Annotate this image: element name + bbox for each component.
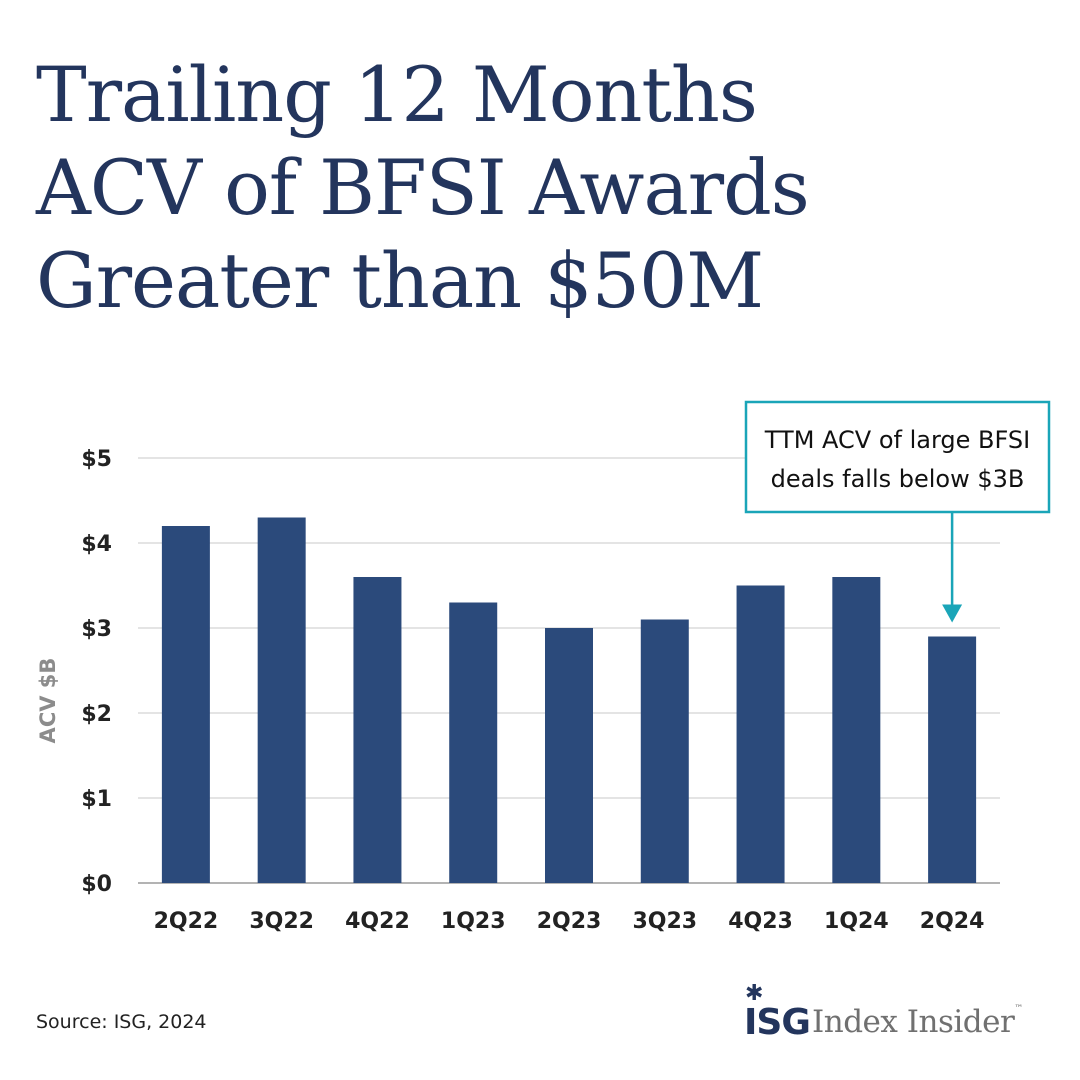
y-axis-title: ACV $B (36, 658, 60, 744)
bar-2q23 (545, 628, 593, 883)
title-line-2: ACV of BFSI Awards (36, 143, 810, 232)
y-tick-label: $1 (81, 787, 112, 812)
logo-wordmark: Index Insider (812, 1004, 1015, 1040)
x-tick-label: 1Q24 (824, 909, 889, 934)
bar-1q23 (449, 602, 498, 883)
chart-title: Trailing 12 Months ACV of BFSI Awards Gr… (36, 48, 1036, 327)
logo-trademark: ™ (1014, 1004, 1023, 1014)
y-tick-label: $3 (81, 617, 112, 642)
bar-1q24 (832, 577, 881, 883)
bar-chart: $0 $1 $2 $3 $4 $5 2Q22 3Q22 4Q22 1Q23 2Q23 3Q23 4Q2… (36, 400, 1051, 934)
y-tick-label: $4 (81, 532, 112, 557)
y-tick-label: $0 (81, 872, 112, 897)
x-tick-label: 1Q23 (441, 909, 506, 934)
x-tick-label: 4Q23 (728, 909, 793, 934)
y-axis-ticks: $0 $1 $2 $3 $4 $5 (81, 447, 112, 897)
title-line-1: Trailing 12 Months (36, 50, 758, 139)
isg-index-insider-logo: ✱ ISG Index Insider™ (744, 982, 1054, 1048)
x-tick-label: 2Q24 (920, 909, 985, 934)
bar-4q22 (353, 577, 402, 883)
source-note: Source: ISG, 2024 (36, 1011, 207, 1033)
logo-mark: ISG (744, 1002, 811, 1043)
bar-3q23 (640, 619, 689, 883)
title-line-3: Greater than $50M (36, 236, 764, 325)
callout-annotation: TTM ACV of large BFSI deals falls below … (744, 400, 1051, 623)
bars (161, 517, 977, 883)
callout-text-line-2: deals falls below $3B (771, 465, 1025, 493)
x-tick-label: 2Q23 (537, 909, 602, 934)
bar-2q22 (161, 526, 210, 883)
x-tick-label: 4Q22 (345, 909, 410, 934)
x-axis-ticks: 2Q22 3Q22 4Q22 1Q23 2Q23 3Q23 4Q23 1Q24 2Q24 (154, 909, 985, 934)
x-tick-label: 2Q22 (154, 909, 219, 934)
y-tick-label: $2 (81, 702, 112, 727)
bar-3q22 (257, 517, 306, 883)
logo-text: Index Insider™ (812, 1004, 1023, 1040)
x-tick-label: 3Q22 (249, 909, 314, 934)
callout-box (744, 400, 1051, 514)
callout-text-line-1: TTM ACV of large BFSI (764, 426, 1030, 454)
x-tick-label: 3Q23 (632, 909, 697, 934)
bar-4q23 (736, 585, 785, 883)
y-tick-label: $5 (81, 447, 112, 472)
bar-2q24 (928, 636, 977, 883)
callout-arrow-head (942, 604, 963, 623)
logo-star-icon: ✱ (745, 980, 764, 1005)
